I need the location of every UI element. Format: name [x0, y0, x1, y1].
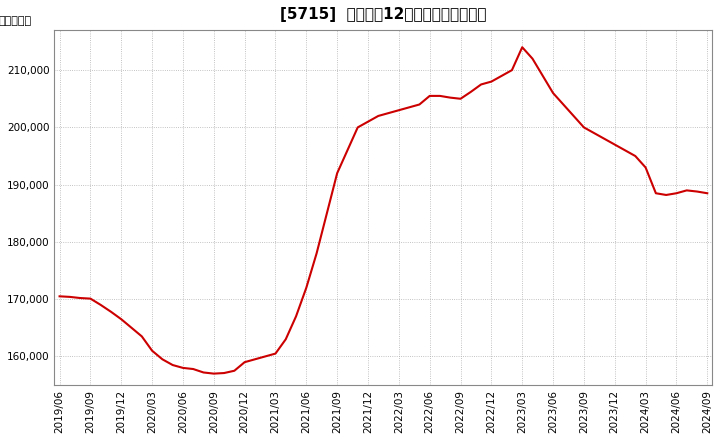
Text: （百万円）: （百万円） [0, 17, 32, 26]
Title: [5715]  売上高の12か月移動合計の推移: [5715] 売上高の12か月移動合計の推移 [280, 7, 487, 22]
